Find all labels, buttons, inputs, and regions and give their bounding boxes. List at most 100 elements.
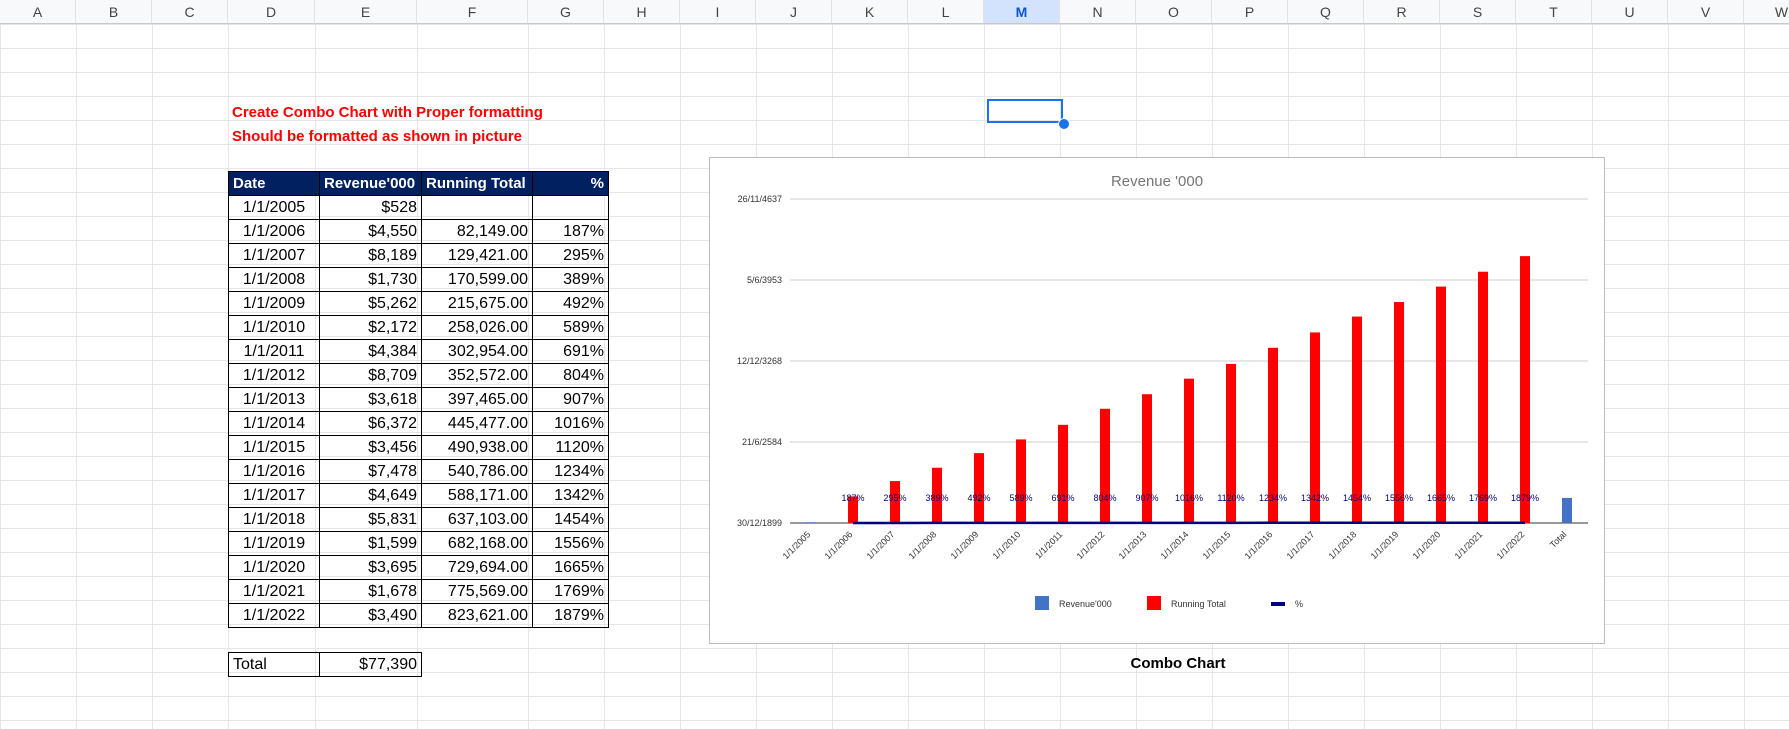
percent-cell[interactable]: 1769%: [532, 579, 609, 604]
revenue-cell[interactable]: $1,730: [319, 267, 422, 292]
column-header-u[interactable]: U: [1592, 0, 1668, 24]
date-cell[interactable]: 1/1/2008: [228, 267, 320, 292]
running-total-cell[interactable]: 729,694.00: [421, 555, 533, 580]
revenue-cell[interactable]: $3,490: [319, 603, 422, 628]
percent-cell[interactable]: 295%: [532, 243, 609, 268]
running-total-cell[interactable]: 302,954.00: [421, 339, 533, 364]
percent-cell[interactable]: 1016%: [532, 411, 609, 436]
revenue-cell[interactable]: $5,262: [319, 291, 422, 316]
date-cell[interactable]: 1/1/2007: [228, 243, 320, 268]
date-cell[interactable]: 1/1/2014: [228, 411, 320, 436]
date-cell[interactable]: 1/1/2019: [228, 531, 320, 556]
percent-cell[interactable]: 187%: [532, 219, 609, 244]
column-header-l[interactable]: L: [908, 0, 984, 24]
running-total-cell[interactable]: 397,465.00: [421, 387, 533, 412]
date-cell[interactable]: 1/1/2021: [228, 579, 320, 604]
percent-cell[interactable]: 691%: [532, 339, 609, 364]
header-running-total[interactable]: Running Total: [421, 171, 533, 196]
header-date[interactable]: Date: [228, 171, 320, 196]
date-cell[interactable]: 1/1/2020: [228, 555, 320, 580]
running-total-cell[interactable]: [421, 195, 533, 220]
column-header-o[interactable]: O: [1136, 0, 1212, 24]
header-percent[interactable]: %: [532, 171, 609, 196]
revenue-cell[interactable]: $2,172: [319, 315, 422, 340]
header-revenue[interactable]: Revenue'000: [319, 171, 422, 196]
date-cell[interactable]: 1/1/2018: [228, 507, 320, 532]
revenue-cell[interactable]: $8,189: [319, 243, 422, 268]
revenue-cell[interactable]: $3,456: [319, 435, 422, 460]
column-header-q[interactable]: Q: [1288, 0, 1364, 24]
running-total-cell[interactable]: 540,786.00: [421, 459, 533, 484]
percent-cell[interactable]: 492%: [532, 291, 609, 316]
running-total-cell[interactable]: 637,103.00: [421, 507, 533, 532]
selected-cell[interactable]: [987, 99, 1063, 123]
column-header-p[interactable]: P: [1212, 0, 1288, 24]
column-header-g[interactable]: G: [528, 0, 604, 24]
running-total-cell[interactable]: 823,621.00: [421, 603, 533, 628]
running-total-cell[interactable]: 775,569.00: [421, 579, 533, 604]
revenue-cell[interactable]: $4,384: [319, 339, 422, 364]
running-total-cell[interactable]: 682,168.00: [421, 531, 533, 556]
revenue-cell[interactable]: $7,478: [319, 459, 422, 484]
revenue-cell[interactable]: $1,599: [319, 531, 422, 556]
revenue-cell[interactable]: $4,649: [319, 483, 422, 508]
date-cell[interactable]: 1/1/2013: [228, 387, 320, 412]
date-cell[interactable]: 1/1/2011: [228, 339, 320, 364]
running-total-cell[interactable]: 352,572.00: [421, 363, 533, 388]
column-header-t[interactable]: T: [1516, 0, 1592, 24]
percent-cell[interactable]: 907%: [532, 387, 609, 412]
revenue-cell[interactable]: $528: [319, 195, 422, 220]
column-header-h[interactable]: H: [604, 0, 680, 24]
percent-cell[interactable]: 1665%: [532, 555, 609, 580]
running-total-cell[interactable]: 215,675.00: [421, 291, 533, 316]
column-header-m[interactable]: M: [984, 0, 1060, 24]
running-total-cell[interactable]: 490,938.00: [421, 435, 533, 460]
date-cell[interactable]: 1/1/2005: [228, 195, 320, 220]
revenue-cell[interactable]: $4,550: [319, 219, 422, 244]
column-header-k[interactable]: K: [832, 0, 908, 24]
revenue-cell[interactable]: $6,372: [319, 411, 422, 436]
column-header-i[interactable]: I: [680, 0, 756, 24]
percent-cell[interactable]: 1454%: [532, 507, 609, 532]
column-header-c[interactable]: C: [152, 0, 228, 24]
running-total-cell[interactable]: 445,477.00: [421, 411, 533, 436]
percent-cell[interactable]: 1234%: [532, 459, 609, 484]
total-label[interactable]: Total: [228, 652, 320, 677]
combo-chart[interactable]: Revenue '000 30/12/1899 21/6/2584 12/12/326…: [709, 157, 1605, 644]
percent-cell[interactable]: 389%: [532, 267, 609, 292]
running-total-cell[interactable]: 258,026.00: [421, 315, 533, 340]
column-header-e[interactable]: E: [315, 0, 417, 24]
date-cell[interactable]: 1/1/2006: [228, 219, 320, 244]
total-value[interactable]: $77,390: [319, 652, 422, 677]
percent-cell[interactable]: 1556%: [532, 531, 609, 556]
column-header-a[interactable]: A: [0, 0, 76, 24]
percent-cell[interactable]: 804%: [532, 363, 609, 388]
revenue-cell[interactable]: $1,678: [319, 579, 422, 604]
date-cell[interactable]: 1/1/2012: [228, 363, 320, 388]
column-header-n[interactable]: N: [1060, 0, 1136, 24]
column-header-v[interactable]: V: [1668, 0, 1744, 24]
percent-cell[interactable]: 1879%: [532, 603, 609, 628]
column-header-w[interactable]: W: [1744, 0, 1789, 24]
date-cell[interactable]: 1/1/2022: [228, 603, 320, 628]
running-total-cell[interactable]: 170,599.00: [421, 267, 533, 292]
fill-handle[interactable]: [1058, 118, 1070, 130]
running-total-cell[interactable]: 588,171.00: [421, 483, 533, 508]
date-cell[interactable]: 1/1/2017: [228, 483, 320, 508]
revenue-cell[interactable]: $3,618: [319, 387, 422, 412]
column-header-d[interactable]: D: [228, 0, 315, 24]
column-header-j[interactable]: J: [756, 0, 832, 24]
percent-cell[interactable]: [532, 195, 609, 220]
revenue-cell[interactable]: $5,831: [319, 507, 422, 532]
date-cell[interactable]: 1/1/2010: [228, 315, 320, 340]
column-header-f[interactable]: F: [417, 0, 528, 24]
column-header-s[interactable]: S: [1440, 0, 1516, 24]
date-cell[interactable]: 1/1/2015: [228, 435, 320, 460]
column-header-b[interactable]: B: [76, 0, 152, 24]
percent-cell[interactable]: 1120%: [532, 435, 609, 460]
running-total-cell[interactable]: 129,421.00: [421, 243, 533, 268]
percent-cell[interactable]: 589%: [532, 315, 609, 340]
date-cell[interactable]: 1/1/2009: [228, 291, 320, 316]
percent-cell[interactable]: 1342%: [532, 483, 609, 508]
revenue-cell[interactable]: $3,695: [319, 555, 422, 580]
